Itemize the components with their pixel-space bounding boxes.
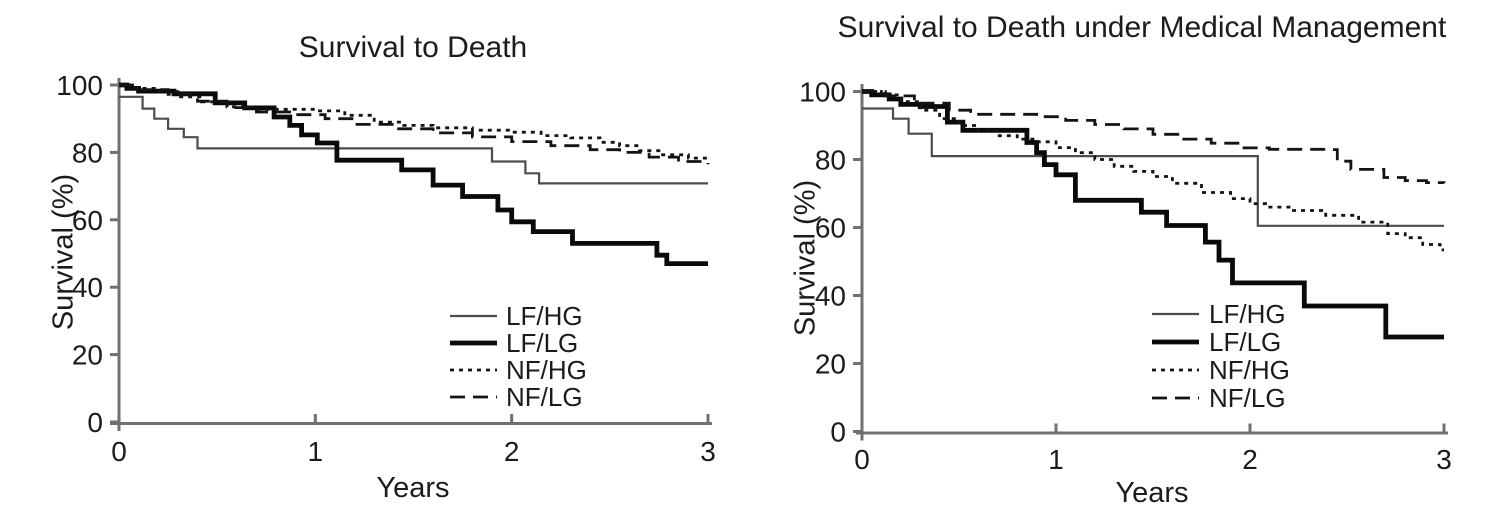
- y-tick-label-20: 20: [815, 349, 846, 380]
- right-x-axis-label: Years: [1115, 477, 1189, 509]
- y-tick-label-60: 60: [72, 205, 103, 236]
- x-tick-label-2: 2: [504, 436, 520, 467]
- y-tick-label-80: 80: [815, 145, 846, 176]
- legend-label-nf-hg: NF/HG: [506, 355, 587, 385]
- y-tick-label-60: 60: [815, 213, 846, 244]
- legend-label-nf-lg: NF/LG: [1209, 383, 1286, 413]
- y-tick-label-20: 20: [72, 340, 103, 371]
- y-tick-label-100: 100: [799, 77, 846, 108]
- left-y-axis-label: Survival (%): [47, 173, 80, 331]
- x-tick-label-3: 3: [700, 436, 716, 467]
- curve-lf-hg: [119, 95, 708, 185]
- curve-nf-lg: [119, 83, 710, 165]
- curve-nf-hg: [119, 83, 710, 160]
- y-tick-label-40: 40: [72, 272, 103, 303]
- right-chart-title: Survival to Death under Medical Manageme…: [837, 11, 1447, 44]
- y-tick-label-0: 0: [830, 417, 846, 448]
- right-y-axis-label: Survival (%): [789, 179, 822, 337]
- left-chart-title: Survival to Death: [298, 31, 528, 64]
- x-tick-label-0: 0: [854, 444, 870, 475]
- y-tick-label-80: 80: [72, 137, 103, 168]
- y-tick-label-40: 40: [815, 281, 846, 312]
- legend-label-lf-lg: LF/LG: [506, 328, 578, 358]
- legend-label-nf-hg: NF/HG: [1209, 355, 1290, 385]
- y-tick-label-100: 100: [56, 70, 103, 101]
- x-tick-label-0: 0: [111, 436, 127, 467]
- curve-lf-lg: [119, 82, 708, 266]
- curve-lf-hg: [862, 107, 1444, 227]
- legend-label-nf-lg: NF/LG: [506, 382, 583, 412]
- legend-label-lf-lg: LF/LG: [1209, 327, 1281, 357]
- legend-label-lf-hg: LF/HG: [1209, 299, 1286, 329]
- curve-lf-lg: [862, 89, 1444, 340]
- legend-label-lf-hg: LF/HG: [506, 301, 583, 331]
- x-tick-label-2: 2: [1242, 444, 1258, 475]
- curve-nf-lg: [862, 90, 1446, 184]
- x-tick-label-1: 1: [308, 436, 324, 467]
- left-x-axis-label: Years: [376, 472, 450, 504]
- y-tick-label-0: 0: [87, 407, 103, 438]
- x-tick-label-3: 3: [1436, 444, 1452, 475]
- x-tick-label-1: 1: [1048, 444, 1064, 475]
